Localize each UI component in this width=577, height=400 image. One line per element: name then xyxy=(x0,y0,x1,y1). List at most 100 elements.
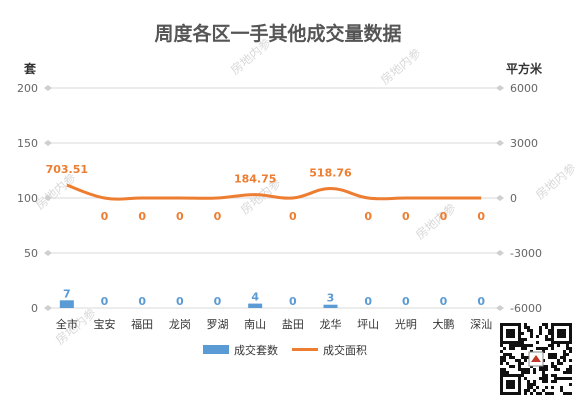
category-label: 全市 xyxy=(56,317,78,331)
qr-module xyxy=(566,377,569,380)
qr-module xyxy=(542,389,545,392)
qr-module xyxy=(536,386,539,389)
left-axis-ticks: 0 50 100 150 200 xyxy=(17,82,38,315)
qr-module xyxy=(545,326,548,329)
qr-module xyxy=(500,359,503,362)
qr-module xyxy=(569,392,572,395)
qr-module xyxy=(539,347,542,350)
right-tick-label: 6000 xyxy=(510,82,538,95)
qr-module xyxy=(509,353,512,356)
qr-module xyxy=(524,371,527,374)
qr-module xyxy=(548,392,551,395)
category-label: 光明 xyxy=(395,317,417,331)
qr-module xyxy=(545,392,548,395)
qr-module xyxy=(530,383,533,386)
qr-module xyxy=(500,368,503,371)
qr-module xyxy=(548,332,551,335)
qr-module xyxy=(557,368,560,371)
qr-module xyxy=(509,347,512,350)
qr-module xyxy=(551,374,554,377)
qr-module xyxy=(548,344,551,347)
qr-module xyxy=(503,356,506,359)
qr-module xyxy=(533,383,536,386)
legend-label-line: 成交面积 xyxy=(323,343,367,357)
axis-marker-right xyxy=(496,305,504,311)
qr-module xyxy=(512,347,515,350)
qr-module xyxy=(554,365,557,368)
qr-module xyxy=(512,356,515,359)
qr-module xyxy=(524,356,527,359)
qr-module xyxy=(500,371,503,374)
bar-data-label: 0 xyxy=(402,295,410,308)
qr-module xyxy=(521,332,524,335)
qr-module xyxy=(545,338,548,341)
qr-module xyxy=(563,392,566,395)
qr-module xyxy=(515,344,518,347)
qr-module xyxy=(569,368,572,371)
line-data-label: 0 xyxy=(402,210,410,223)
qr-module xyxy=(524,338,527,341)
category-label: 盐田 xyxy=(282,318,304,331)
bar xyxy=(248,303,263,308)
qr-module xyxy=(512,365,515,368)
qr-module xyxy=(527,389,530,392)
bar-data-label: 0 xyxy=(289,295,297,308)
qr-module xyxy=(551,356,554,359)
bar-data-label: 0 xyxy=(101,295,109,308)
qr-module xyxy=(536,392,539,395)
bar-data-label: 0 xyxy=(364,295,372,308)
bar-data-label: 0 xyxy=(477,295,485,308)
qr-module xyxy=(503,347,506,350)
qr-module xyxy=(569,377,572,380)
bar-data-label: 0 xyxy=(176,295,184,308)
qr-module xyxy=(539,326,542,329)
qr-module xyxy=(503,359,506,362)
qr-module xyxy=(530,335,533,338)
qr-module xyxy=(560,356,563,359)
qr-module xyxy=(527,329,530,332)
qr-module xyxy=(569,350,572,353)
qr-module xyxy=(569,365,572,368)
right-tick-label: 3000 xyxy=(510,137,538,150)
axis-marker-left xyxy=(44,195,52,201)
qr-module xyxy=(506,371,509,374)
right-axis-ticks: -6000 -3000 0 3000 6000 xyxy=(510,82,542,315)
line-data-label: 0 xyxy=(477,210,485,223)
bar-data-label: 0 xyxy=(214,295,222,308)
qr-module xyxy=(503,368,506,371)
qr-module xyxy=(518,368,521,371)
bar-series: 7 0 0 0 0 4 0 3 0 0 0 0 xyxy=(59,287,485,308)
bar-data-label: 3 xyxy=(327,292,335,305)
bar xyxy=(323,304,338,308)
category-label: 南山 xyxy=(244,318,266,331)
line-series: 703.51 0 0 0 0 184.75 0 518.76 0 0 0 0 xyxy=(46,163,486,223)
category-labels: 全市 宝安 福田 龙岗 罗湖 南山 盐田 龙华 坪山 光明 大鹏 深汕 xyxy=(56,317,492,331)
qr-module xyxy=(539,392,542,395)
qr-module xyxy=(539,368,542,371)
qr-finder-inner xyxy=(506,380,515,389)
qr-module xyxy=(557,362,560,365)
qr-module xyxy=(503,353,506,356)
qr-module xyxy=(563,353,566,356)
qr-module xyxy=(554,380,557,383)
line-data-label: 0 xyxy=(364,210,372,223)
line-data-label: 0 xyxy=(214,210,222,223)
bar xyxy=(59,300,74,308)
qr-module xyxy=(551,362,554,365)
qr-module xyxy=(527,383,530,386)
qr-module xyxy=(545,335,548,338)
qr-module xyxy=(524,359,527,362)
qr-module xyxy=(548,356,551,359)
qr-module xyxy=(563,371,566,374)
axis-marker-right xyxy=(496,195,504,201)
right-tick-label: -3000 xyxy=(510,247,542,260)
category-label: 宝安 xyxy=(94,317,116,331)
qr-module xyxy=(560,362,563,365)
line-data-label: 703.51 xyxy=(46,163,88,176)
qr-module xyxy=(560,386,563,389)
qr-module xyxy=(527,380,530,383)
qr-module xyxy=(542,347,545,350)
line-path xyxy=(66,183,482,201)
qr-module xyxy=(527,386,530,389)
qr-module xyxy=(509,356,512,359)
